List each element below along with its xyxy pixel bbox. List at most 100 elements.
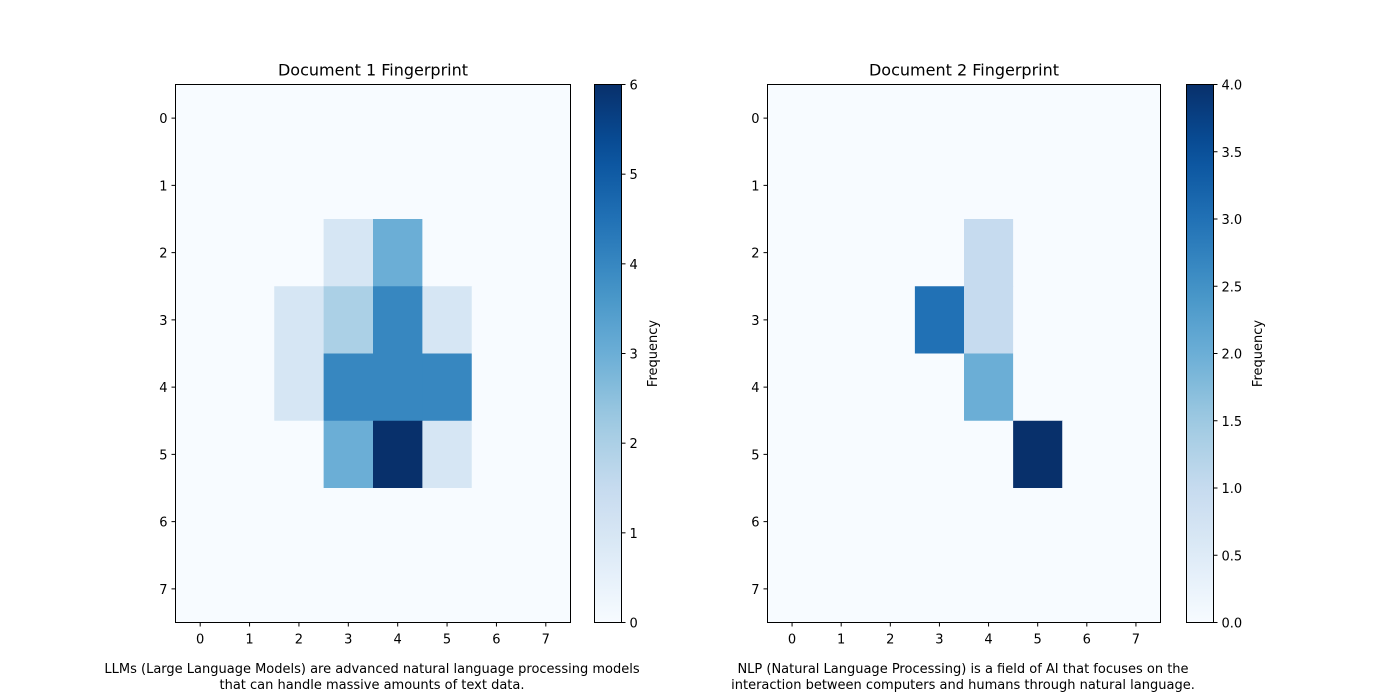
heatmap-cell [274, 286, 325, 355]
heatmap-cell [521, 353, 572, 422]
heatmap-cell [175, 84, 226, 153]
heatmap-cell [1013, 555, 1063, 624]
heatmap-cell [521, 219, 572, 287]
heatmap-cell [964, 286, 1014, 355]
colorbar-tick-label: 5 [630, 168, 638, 183]
heatmap-cell [521, 488, 572, 556]
heatmap-cell [1111, 353, 1162, 422]
colorbar-tick-label: 0 [630, 617, 638, 632]
heatmap-cell [323, 353, 374, 422]
y-tick-label: 3 [751, 314, 759, 329]
heatmap-cell [865, 420, 916, 489]
heatmap-cell [1111, 151, 1162, 220]
heatmap-cell [816, 286, 867, 355]
heatmap-cell [323, 219, 374, 287]
y-tick-label: 7 [751, 583, 759, 598]
heatmap-cell [521, 151, 572, 220]
heatmap-cell [1111, 84, 1162, 153]
x-tick-label: 0 [196, 633, 204, 648]
heatmap-cell [865, 219, 916, 287]
heatmap-cell [274, 488, 325, 556]
heatmap-cell [865, 151, 916, 220]
heatmap-cell [914, 420, 965, 489]
chart-title: Document 2 Fingerprint [869, 61, 1059, 80]
heatmap-cell [1111, 219, 1162, 287]
heatmap-cell [274, 151, 325, 220]
heatmap-cell [964, 555, 1014, 624]
heatmap-cell [914, 84, 965, 153]
heatmap-cell [224, 420, 275, 489]
y-tick-label: 0 [159, 112, 167, 127]
heatmap-cell [175, 286, 226, 355]
heatmap-cell [914, 219, 965, 287]
heatmap-cell [816, 353, 867, 422]
x-tick-label: 3 [935, 633, 943, 648]
heatmap-cell [914, 555, 965, 624]
heatmap-cell [964, 488, 1014, 556]
heatmap-cell [373, 488, 423, 556]
heatmap-cell [323, 151, 374, 220]
heatmap-cell [175, 219, 226, 287]
heatmap-cell [1062, 151, 1112, 220]
heatmap-cell [816, 555, 867, 624]
heatmap-cell [1013, 488, 1063, 556]
colorbar-tick-label: 3 [630, 348, 638, 363]
heatmap-cell [422, 488, 473, 556]
heatmap-cell [914, 151, 965, 220]
document-caption: LLMs (Large Language Models) are advance… [104, 662, 639, 677]
heatmap-cell [323, 84, 374, 153]
heatmap-cell [964, 420, 1014, 489]
colorbar [1186, 84, 1214, 623]
heatmap-cell [816, 151, 867, 220]
heatmap-cell [767, 84, 818, 153]
y-tick-label: 5 [159, 448, 167, 463]
heatmap-cell [224, 353, 275, 422]
y-tick-label: 4 [751, 381, 759, 396]
heatmap-cell [422, 286, 473, 355]
heatmap-cell [175, 488, 226, 556]
heatmap-cell [964, 219, 1014, 287]
heatmap-cell [521, 555, 572, 624]
y-tick-label: 7 [159, 583, 167, 598]
colorbar-tick-label: 1.5 [1222, 415, 1243, 430]
colorbar-tick-label: 0.0 [1222, 617, 1243, 632]
colorbar-tick-label: 2 [630, 437, 638, 452]
heatmap-cell [373, 286, 423, 355]
heatmap-cell [816, 488, 867, 556]
x-tick-label: 4 [394, 633, 402, 648]
heatmap-cell [1062, 420, 1112, 489]
heatmap-cell [224, 286, 275, 355]
heatmap-cell [175, 420, 226, 489]
heatmap-cell [274, 84, 325, 153]
heatmap-cell [471, 420, 522, 489]
y-tick-label: 1 [751, 179, 759, 194]
heatmap-cell [1062, 219, 1112, 287]
x-tick-label: 2 [295, 633, 303, 648]
y-tick-label: 1 [159, 179, 167, 194]
heatmap-cell [964, 353, 1014, 422]
heatmap-cell [471, 219, 522, 287]
heatmap-cell [422, 84, 473, 153]
heatmap-cell [323, 286, 374, 355]
heatmap-cell [422, 219, 473, 287]
x-tick-label: 1 [837, 633, 845, 648]
colorbar-tick-label: 0.5 [1222, 549, 1243, 564]
heatmap-cell [323, 420, 374, 489]
chart-panel-1: 0 1 2 3 4 5 6 7 0 1 2 3 4 5 6 7 Document 1 Fingerprint 0 1… [104, 61, 661, 694]
heatmap-cell [373, 353, 423, 422]
heatmap-cell [521, 84, 572, 153]
heatmap-cell [175, 151, 226, 220]
heatmap-cell [274, 420, 325, 489]
heatmap-cell [1013, 151, 1063, 220]
x-tick-label: 5 [1034, 633, 1042, 648]
heatmap-cell [1111, 555, 1162, 624]
heatmap-cell [767, 286, 818, 355]
heatmap-cell [224, 84, 275, 153]
heatmap-cell [224, 555, 275, 624]
y-tick-label: 2 [159, 247, 167, 262]
heatmap-cell [175, 555, 226, 624]
heatmap-cell [1111, 286, 1162, 355]
heatmap-cell [224, 219, 275, 287]
heatmap-cell [767, 151, 818, 220]
